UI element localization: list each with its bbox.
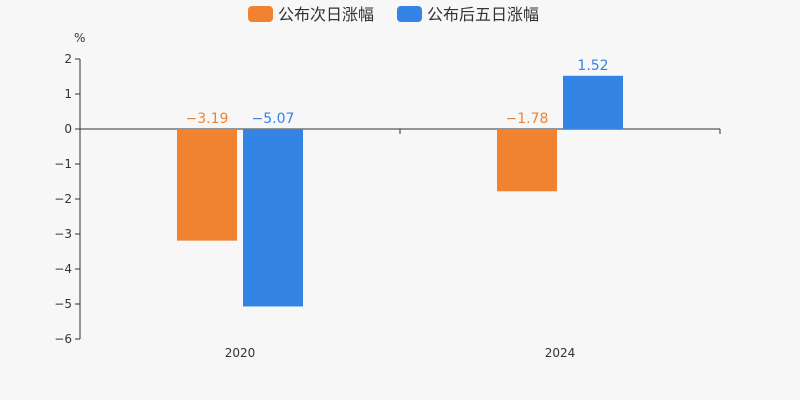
data-labels: −3.19 −1.78 −5.07 1.52 <box>186 58 609 127</box>
y-tick-label: 1 <box>64 87 72 101</box>
legend-item-five-day[interactable]: 公布后五日涨幅 <box>397 5 539 24</box>
y-tick-label: −2 <box>54 192 72 206</box>
data-label: 1.52 <box>577 58 608 74</box>
bar-five-day-2024 <box>563 75 623 129</box>
y-tick-label: −6 <box>54 332 72 346</box>
data-label: −5.07 <box>252 111 295 127</box>
legend-label-five-day: 公布后五日涨幅 <box>427 5 539 24</box>
y-tick-label: −1 <box>54 157 72 171</box>
legend: 公布次日涨幅 公布后五日涨幅 <box>248 5 539 24</box>
x-axis-ticks: 2020 2024 <box>79 129 721 360</box>
y-axis-ticks: 2 1 0 −1 −2 −3 −4 −5 −6 <box>54 52 80 346</box>
legend-label-next-day: 公布次日涨幅 <box>278 5 374 24</box>
bars <box>177 75 623 307</box>
y-tick-label: −3 <box>54 227 72 241</box>
x-tick-label: 2020 <box>225 346 256 360</box>
data-label: −3.19 <box>186 111 229 127</box>
y-tick-label: 0 <box>64 122 72 136</box>
y-tick-label: −4 <box>54 262 72 276</box>
y-tick-label: 2 <box>64 52 72 66</box>
bar-next-day-2020 <box>177 129 237 241</box>
bar-next-day-2024 <box>497 129 557 192</box>
legend-swatch-five-day <box>397 6 422 22</box>
x-tick-label: 2024 <box>545 346 576 360</box>
y-tick-label: −5 <box>54 297 72 311</box>
legend-item-next-day[interactable]: 公布次日涨幅 <box>248 5 374 24</box>
y-axis-unit-label: % <box>74 31 85 45</box>
legend-swatch-next-day <box>248 6 273 22</box>
bar-five-day-2020 <box>243 129 303 307</box>
data-label: −1.78 <box>506 111 549 127</box>
